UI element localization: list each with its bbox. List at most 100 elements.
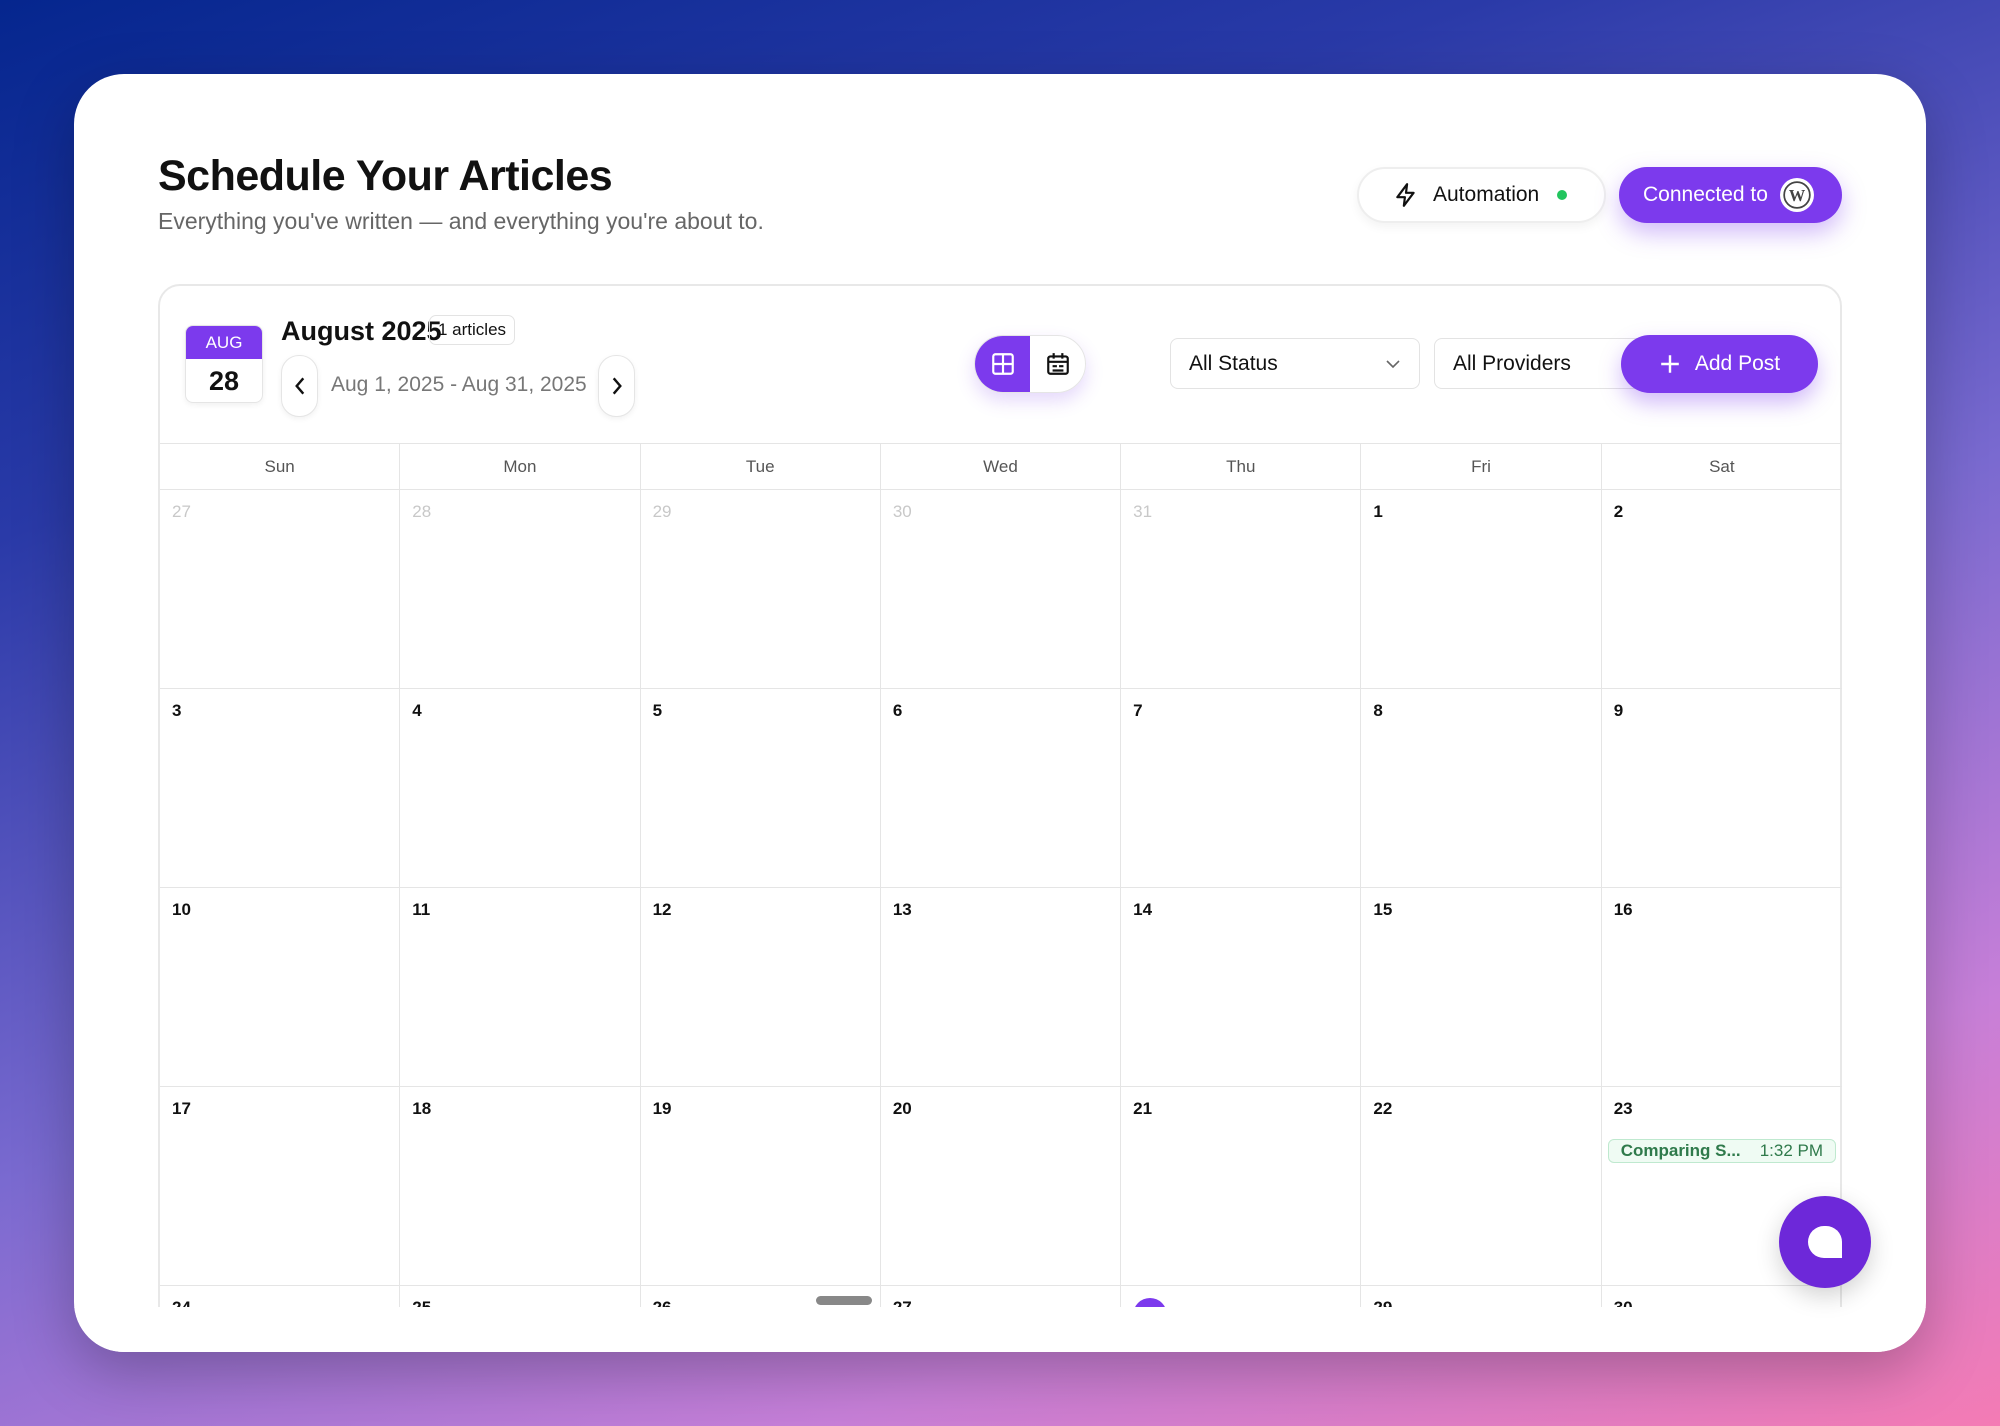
chat-button[interactable] bbox=[1779, 1196, 1871, 1288]
wordpress-icon: W bbox=[1779, 178, 1814, 212]
day-cell[interactable]: 11 bbox=[400, 888, 641, 1087]
day-number: 15 bbox=[1373, 900, 1393, 919]
status-filter[interactable]: All Status bbox=[1170, 338, 1420, 389]
calendar-grid: Sun Mon Tue Wed Thu Fri Sat 27 28 29 30 31 1 2 3 4 5 6 7 8… bbox=[160, 443, 1842, 1352]
day-number: 14 bbox=[1133, 900, 1153, 919]
add-post-label: Add Post bbox=[1694, 352, 1781, 375]
lightning-icon bbox=[1396, 183, 1415, 207]
day-cell[interactable]: 19 bbox=[640, 1087, 881, 1286]
month-title: August 2025 bbox=[281, 316, 442, 346]
day-number: 3 bbox=[172, 701, 182, 720]
day-cell[interactable]: 8 bbox=[1361, 689, 1602, 888]
day-number: 4 bbox=[412, 701, 422, 720]
day-number: 27 bbox=[172, 502, 191, 521]
day-cell[interactable]: 10 bbox=[160, 888, 401, 1087]
weekday-mon: Mon bbox=[400, 444, 641, 489]
scrollbar-handle[interactable] bbox=[816, 1296, 872, 1305]
calendar-days: 27 28 29 30 31 1 2 3 4 5 6 7 8 9 10 11 12 13 14 15 16 17 18 19 2… bbox=[160, 490, 1842, 1352]
day-cell[interactable]: 7 bbox=[1121, 689, 1362, 888]
day-cell[interactable]: 1 bbox=[1361, 490, 1602, 689]
day-number: 21 bbox=[1133, 1099, 1153, 1118]
day-cell[interactable]: 6 bbox=[880, 689, 1122, 888]
day-number: 12 bbox=[652, 900, 672, 919]
day-cell[interactable]: 16 bbox=[1601, 888, 1842, 1087]
chevron-left-icon bbox=[294, 377, 304, 395]
day-cell[interactable]: 30 bbox=[880, 490, 1122, 689]
automation-label: Automation bbox=[1433, 183, 1540, 206]
day-number: 1 bbox=[1373, 502, 1383, 521]
weekday-thu: Thu bbox=[1121, 444, 1362, 489]
day-number: 11 bbox=[412, 900, 431, 919]
day-cell[interactable]: 5 bbox=[640, 689, 881, 888]
today-badge-day: 28 bbox=[208, 366, 240, 396]
date-range: Aug 1, 2025 - Aug 31, 2025 bbox=[331, 373, 587, 396]
view-toggle bbox=[974, 335, 1086, 393]
day-number: 10 bbox=[172, 900, 191, 919]
day-cell[interactable]: 23 Comparing S... 1:32 PM bbox=[1601, 1087, 1842, 1286]
day-number: 28 bbox=[412, 502, 432, 521]
day-number: 16 bbox=[1613, 900, 1633, 919]
prev-month-button[interactable] bbox=[281, 355, 318, 417]
day-cell[interactable]: 29 bbox=[640, 490, 881, 689]
day-cell[interactable]: 17 bbox=[160, 1087, 401, 1286]
page-title: Schedule Your Articles bbox=[158, 152, 613, 200]
connected-label: Connected to bbox=[1643, 183, 1768, 206]
day-number: 5 bbox=[652, 701, 663, 720]
svg-text:W: W bbox=[1789, 186, 1806, 205]
day-number: 13 bbox=[892, 900, 912, 919]
provider-filter-value: All Providers bbox=[1453, 351, 1571, 375]
day-cell[interactable]: 3 bbox=[160, 689, 401, 888]
day-cell[interactable]: 12 bbox=[640, 888, 881, 1087]
day-number: 9 bbox=[1613, 701, 1624, 720]
add-post-button[interactable]: Add Post bbox=[1621, 335, 1818, 393]
day-number: 31 bbox=[1133, 502, 1153, 521]
day-cell[interactable]: 9 bbox=[1601, 689, 1842, 888]
day-cell[interactable]: 28 bbox=[400, 490, 641, 689]
day-number: 2 bbox=[1613, 502, 1624, 521]
day-cell[interactable]: 27 bbox=[160, 490, 401, 689]
weekday-sat: Sat bbox=[1709, 456, 1735, 476]
automation-button[interactable]: Automation bbox=[1357, 167, 1606, 223]
calendar-icon bbox=[1046, 353, 1069, 375]
day-number: 18 bbox=[412, 1099, 432, 1118]
next-month-button[interactable] bbox=[598, 355, 635, 417]
weekday-tue: Tue bbox=[641, 444, 881, 489]
day-cell[interactable]: 2 bbox=[1601, 490, 1842, 689]
day-number: 6 bbox=[892, 701, 903, 720]
day-cell[interactable]: 13 bbox=[880, 888, 1122, 1087]
day-cell[interactable]: 14 bbox=[1121, 888, 1362, 1087]
day-cell[interactable]: 18 bbox=[400, 1087, 641, 1286]
grid-icon bbox=[991, 353, 1014, 375]
day-cell[interactable]: 21 bbox=[1121, 1087, 1362, 1286]
day-number: 7 bbox=[1133, 701, 1143, 720]
weekday-wed: Wed bbox=[881, 444, 1122, 489]
day-number: 30 bbox=[892, 502, 912, 521]
article-count-badge: 1 articles bbox=[429, 315, 516, 345]
chat-icon bbox=[1808, 1226, 1842, 1258]
main-card: Schedule Your Articles Everything you've… bbox=[74, 74, 1926, 1352]
day-cell[interactable]: 31 bbox=[1121, 490, 1362, 689]
day-cell[interactable]: 22 bbox=[1361, 1087, 1602, 1286]
chevron-down-icon bbox=[1386, 359, 1400, 368]
day-cell[interactable]: 4 bbox=[400, 689, 641, 888]
day-cell[interactable]: 15 bbox=[1361, 888, 1602, 1087]
day-number: 22 bbox=[1373, 1099, 1393, 1118]
weekday-sun: Sun bbox=[160, 444, 401, 489]
day-number: 20 bbox=[892, 1099, 912, 1118]
today-badge-month: AUG bbox=[186, 326, 262, 359]
calendar-panel: AUG 28 August 2025 1 articles Aug 1, 202… bbox=[158, 284, 1842, 1352]
weekday-fri: Fri bbox=[1361, 444, 1602, 489]
day-number: 29 bbox=[652, 502, 672, 521]
scheduled-post-chip[interactable]: Comparing S... 1:32 PM bbox=[1607, 1139, 1836, 1163]
page-subtitle: Everything you've written — and everythi… bbox=[158, 208, 764, 234]
day-number: 23 bbox=[1613, 1099, 1633, 1118]
connected-button[interactable]: Connected to W bbox=[1619, 167, 1842, 223]
chevron-right-icon bbox=[612, 377, 622, 395]
month-view-button[interactable] bbox=[975, 336, 1030, 392]
day-cell[interactable]: 20 bbox=[880, 1087, 1122, 1286]
list-view-button[interactable] bbox=[1030, 336, 1085, 392]
day-number: 17 bbox=[172, 1099, 191, 1118]
weekday-header: Sun Mon Tue Wed Thu Fri Sat bbox=[160, 443, 1842, 490]
day-number: 8 bbox=[1373, 701, 1383, 720]
automation-status-dot bbox=[1557, 190, 1568, 200]
